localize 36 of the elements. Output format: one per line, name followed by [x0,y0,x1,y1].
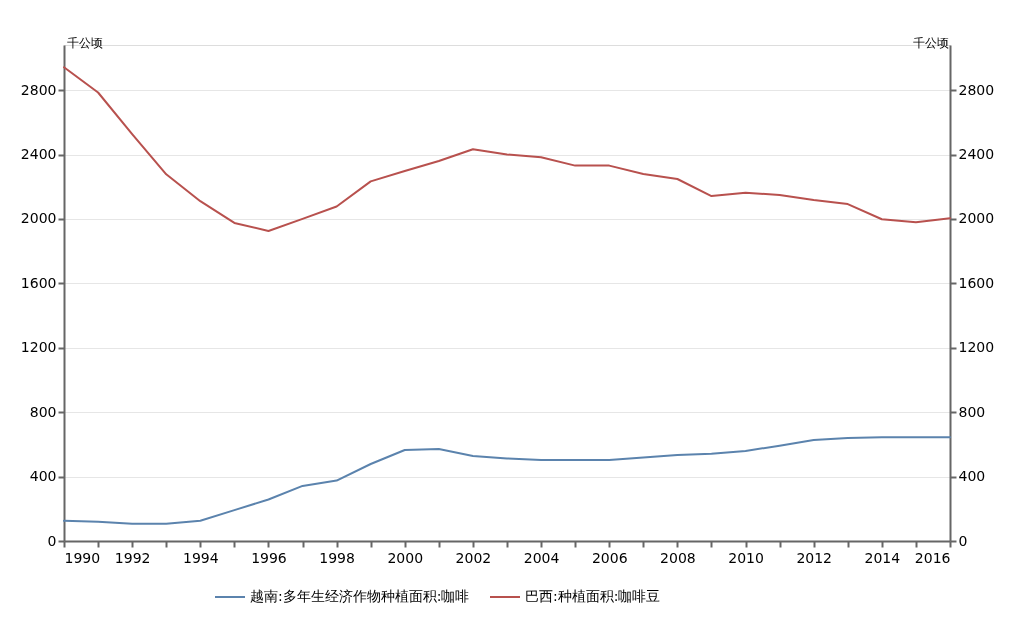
x-tick-label: 2004 [523,549,560,566]
x-tick-label: 1990 [64,549,101,566]
y2-tick-label: 0 [958,532,968,549]
x-tick-label: 1998 [319,549,355,566]
x-tick-label: 2000 [387,549,424,566]
y2-tick-label: 400 [958,468,986,485]
y-axis-title: 千公顷 [66,35,103,50]
x-tick-label: 2006 [591,549,628,566]
x-tick-label: 1992 [114,549,151,566]
y-tick-label: 2800 [20,81,57,98]
y2-tick-label: 2000 [958,210,995,227]
x-tick-label: 2008 [660,549,696,566]
y2-axis-title: 千公顷 [912,35,949,50]
y2-tick-label: 1200 [958,339,995,356]
x-tick-label: 1996 [251,549,287,566]
y-tick-label: 0 [47,532,57,549]
y2-tick-label: 800 [958,403,986,420]
y2-tick-label: 2400 [958,146,995,163]
x-tick-label: 2014 [864,549,901,566]
y2-tick-label: 2800 [958,81,995,98]
y-tick-label: 800 [29,403,57,420]
line-series [63,66,951,232]
x-tick-label: 2002 [455,549,492,566]
x-tick-label: 2010 [728,549,764,566]
legend-label: 越南:多年生经济作物种植面积:咖啡 [250,588,470,604]
x-tick-label: 2012 [796,549,833,566]
y-tick-label: 400 [29,468,57,485]
line-series [63,436,951,525]
y-tick-label: 1600 [20,274,57,291]
y2-tick-label: 1600 [958,274,995,291]
y-tick-label: 2400 [20,146,57,163]
legend-label: 巴西:种植面积:咖啡豆 [525,588,661,604]
y-tick-label: 1200 [20,339,57,356]
x-tick-label: 1994 [182,549,219,566]
x-tick-label: 2016 [914,549,951,566]
y-tick-label: 2000 [20,210,57,227]
